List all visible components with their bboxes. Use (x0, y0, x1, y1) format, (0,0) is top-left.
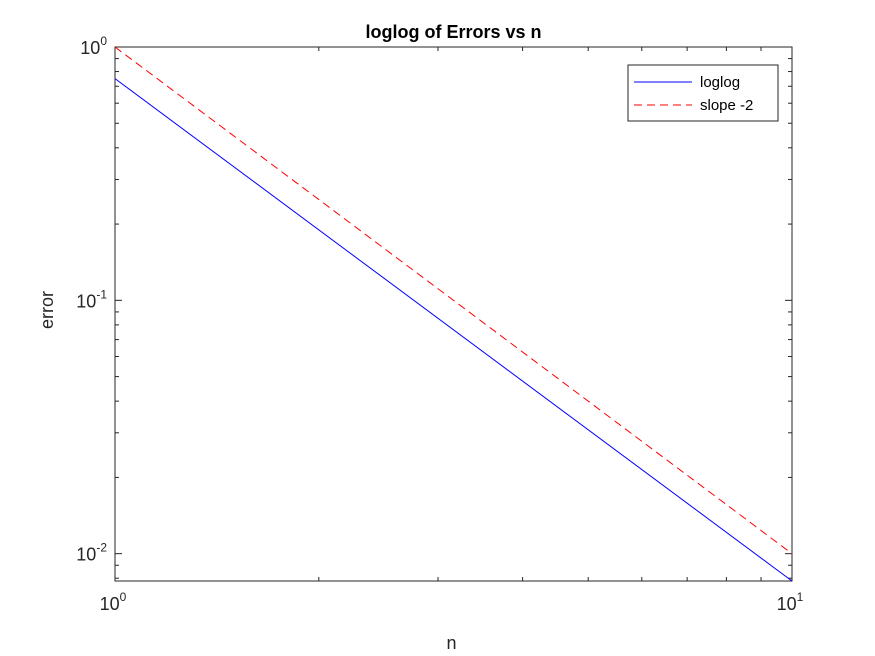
y-tick-labels: 10-2 10-1 100 (76, 34, 107, 565)
y-axis-label: error (37, 291, 57, 329)
y-tick-label: 10-1 (76, 287, 107, 311)
legend-label-2: slope -2 (700, 97, 753, 114)
axes-box (114, 46, 793, 582)
chart-title: loglog of Errors vs n (365, 22, 541, 42)
y-tick-label: 100 (80, 34, 107, 58)
x-tick-label: 100 (100, 590, 127, 614)
series-line-2 (114, 46, 793, 555)
legend-box (627, 64, 779, 122)
y-tick-label: 10-2 (76, 541, 107, 565)
x-tick-labels: 100 101 (100, 590, 804, 614)
x-tick-label: 101 (777, 590, 804, 614)
x-axis-label: n (446, 633, 456, 653)
plot-area (114, 46, 793, 582)
legend: loglog slope -2 (627, 64, 779, 122)
legend-label-1: loglog (700, 74, 740, 91)
minor-ticks (114, 46, 793, 581)
series-lines (114, 46, 793, 582)
series-line-1 (114, 78, 793, 582)
